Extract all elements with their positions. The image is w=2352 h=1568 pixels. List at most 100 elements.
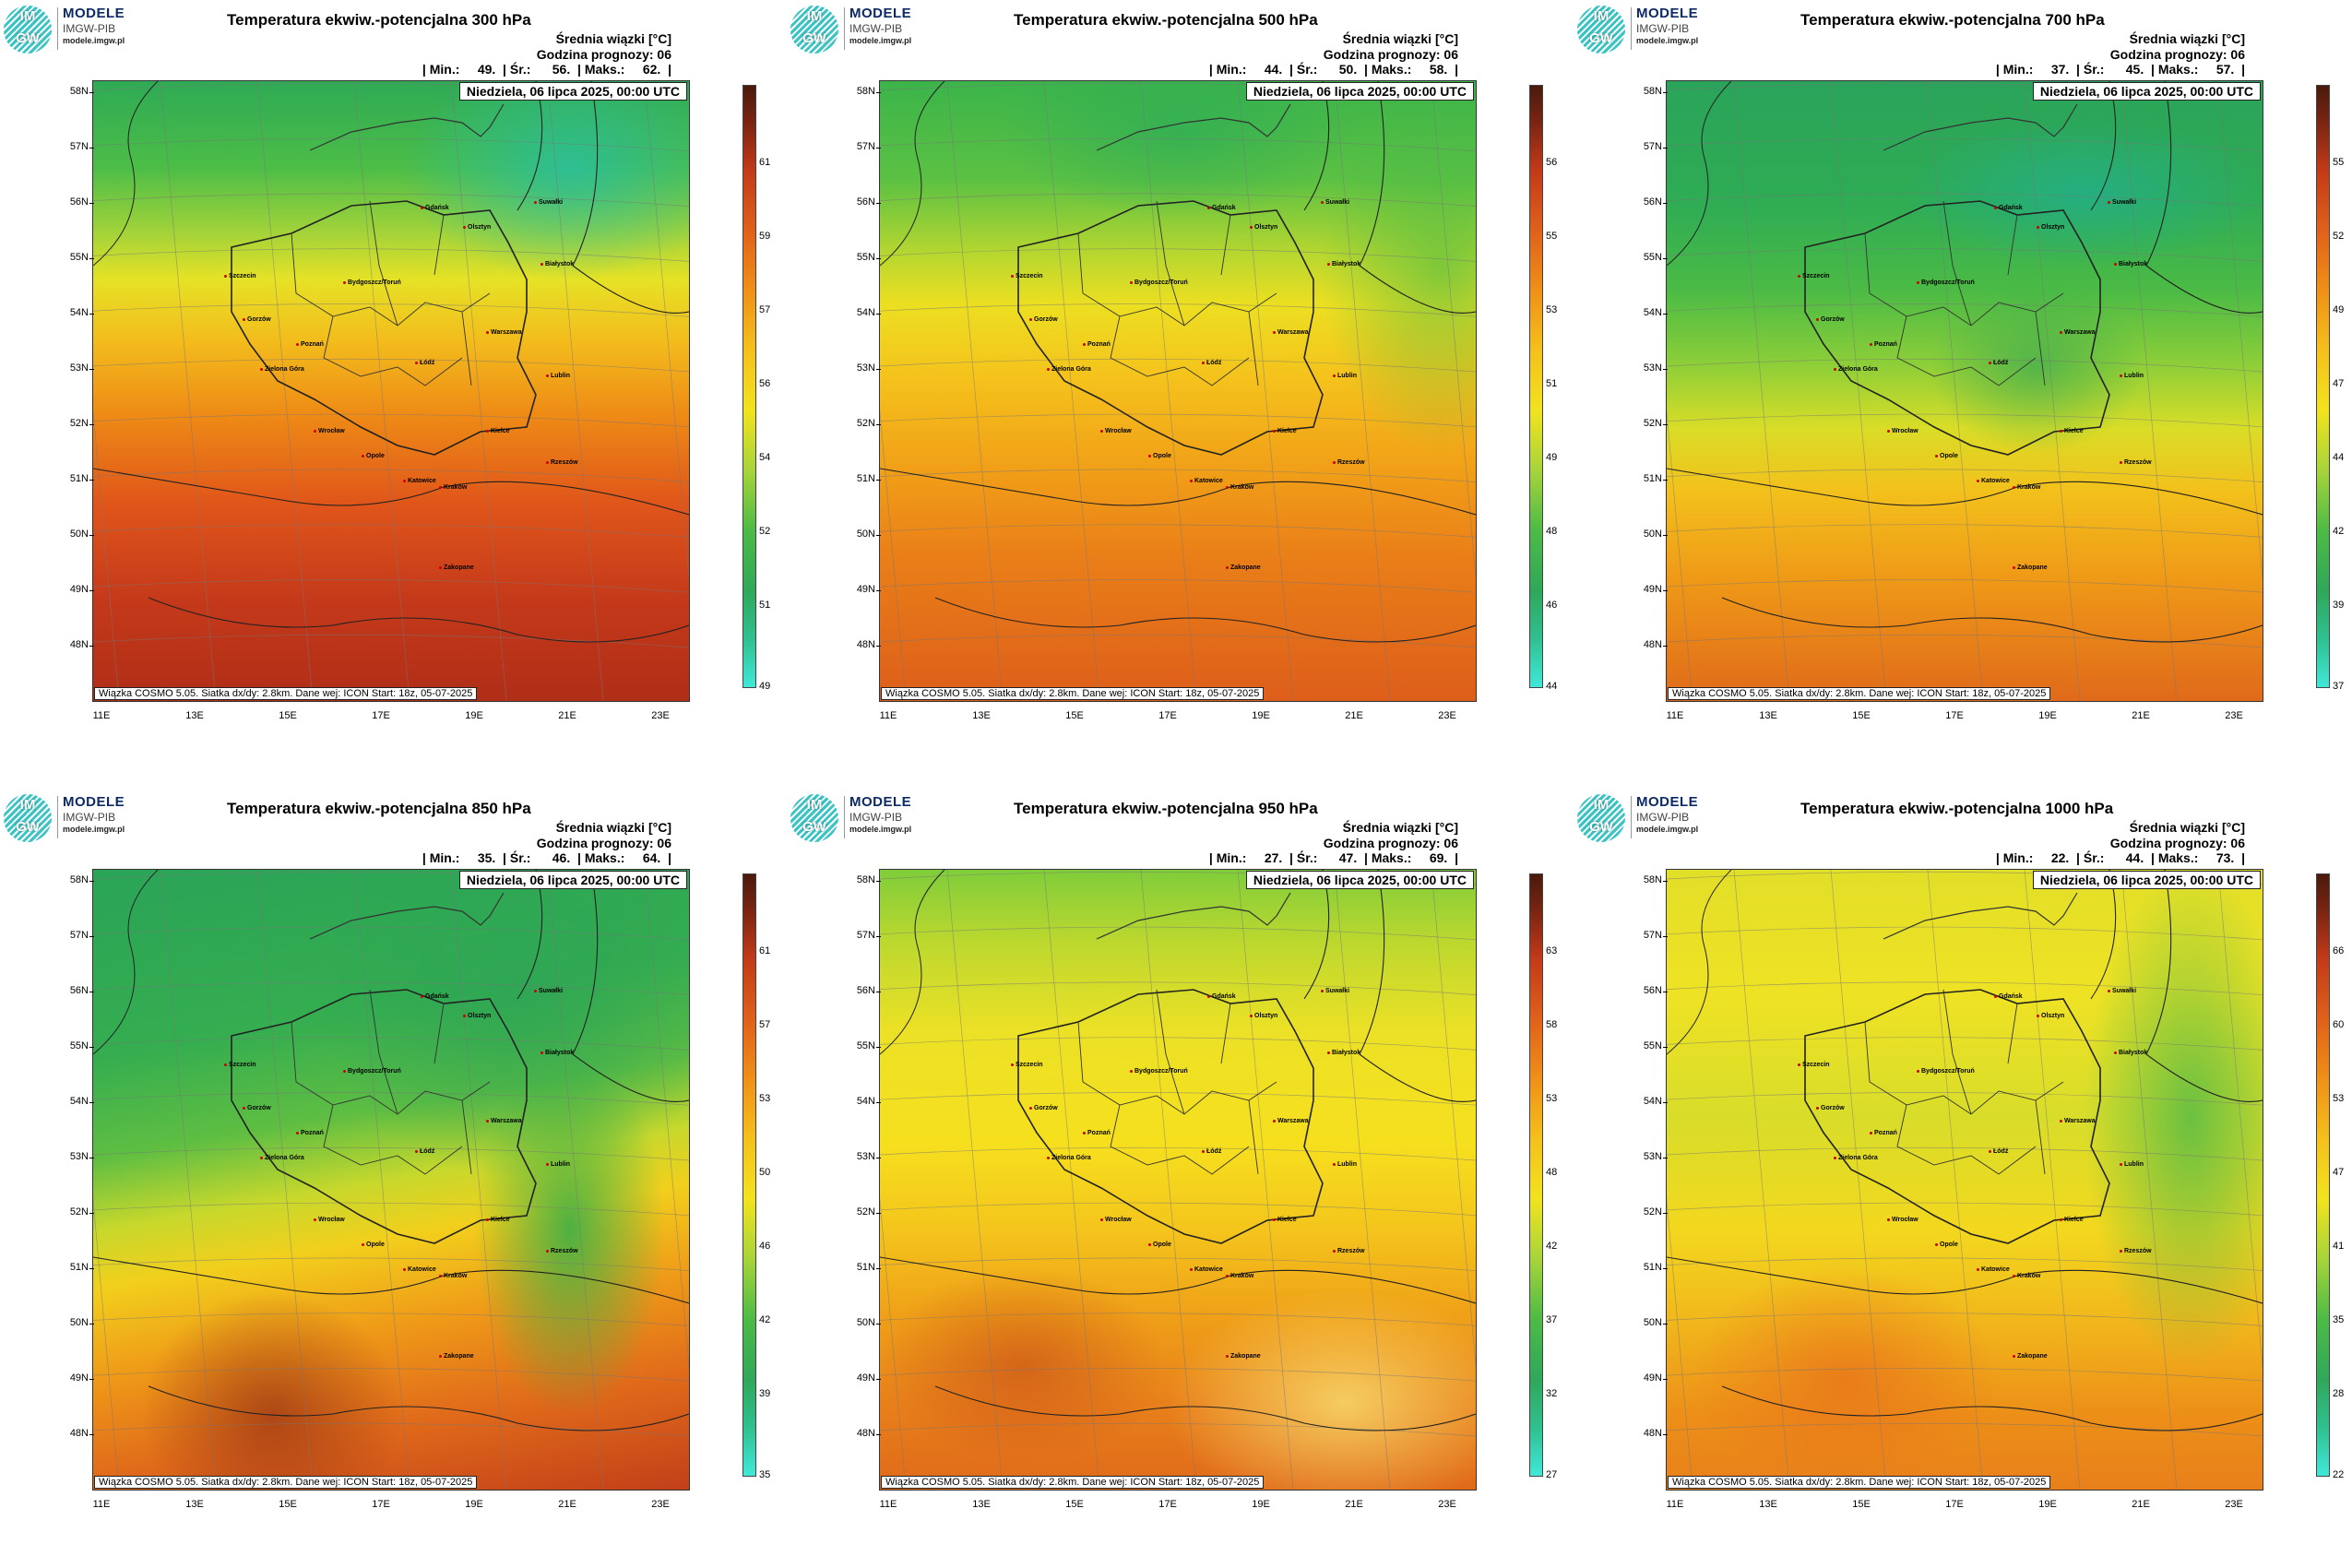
longitude-label: 19E (2038, 1499, 2057, 1510)
map-panel: IM GW MODELE IMGW-PIB modele.imgw.pl Temp… (787, 789, 1557, 1554)
city-label: Warszawa (486, 1118, 522, 1124)
city-label: Gdańsk (1207, 205, 1236, 211)
latitude-label: 48N (833, 639, 881, 650)
latitude-label: 52N (1620, 418, 1668, 429)
map-area[interactable]: Niedziela, 06 lipca 2025, 00:00 UTC Wiąz… (1666, 869, 2263, 1491)
city-label: Zielona Góra (260, 366, 304, 373)
city-label: Olsztyn (463, 224, 491, 231)
longitude-label: 21E (2132, 710, 2150, 721)
latitude-label: 50N (46, 529, 94, 540)
latitude-label: 54N (1620, 1096, 1668, 1107)
longitude-label: 13E (972, 710, 991, 721)
imgw-logo[interactable]: IM GW MODELE IMGW-PIB modele.imgw.pl (1577, 6, 1743, 53)
map-area[interactable]: Niedziela, 06 lipca 2025, 00:00 UTC Wiąz… (92, 869, 690, 1491)
map-area[interactable]: Niedziela, 06 lipca 2025, 00:00 UTC Wiąz… (879, 80, 1477, 702)
city-label: Szczecin (224, 273, 256, 279)
latitude-label: 49N (833, 1372, 881, 1384)
city-label: Lublin (2120, 1161, 2144, 1168)
colorbar-tick: 63 (1546, 945, 1558, 956)
longitude-label: 15E (1852, 1499, 1871, 1510)
colorbar-tick: 42 (759, 1314, 771, 1325)
city-label: Lublin (2120, 373, 2144, 379)
colorbar-tick: 47 (2333, 1167, 2345, 1178)
longitude-label: 23E (651, 1499, 670, 1510)
city-label: Olsztyn (2037, 1013, 2064, 1019)
map-panel: IM GW MODELE IMGW-PIB modele.imgw.pl Temp… (787, 0, 1557, 766)
latitude-label: 51N (1620, 473, 1668, 484)
longitude-label: 23E (1438, 710, 1456, 721)
city-label: Białystok (540, 1050, 574, 1056)
city-label: Opole (362, 453, 385, 459)
city-label: Rzeszów (1333, 1248, 1365, 1254)
imgw-logo[interactable]: IM GW MODELE IMGW-PIB modele.imgw.pl (790, 6, 956, 53)
latitude-label: 56N (833, 985, 881, 996)
latitude-label: 57N (1620, 930, 1668, 941)
latitude-label: 56N (1620, 985, 1668, 996)
latitude-label: 55N (1620, 1040, 1668, 1051)
model-info-box: Wiązka COSMO 5.05. Siatka dx/dy: 2.8km. … (1668, 1476, 2051, 1489)
latitude-label: 51N (46, 1262, 94, 1273)
colorbar-tick: 46 (759, 1241, 771, 1252)
imgw-logo[interactable]: IM GW MODELE IMGW-PIB modele.imgw.pl (4, 794, 170, 842)
city-label: Białystok (1327, 1050, 1360, 1056)
longitude-label: 19E (1252, 710, 1270, 721)
city-label: Gdańsk (421, 205, 449, 211)
latitude-label: 49N (1620, 584, 1668, 595)
map-area[interactable]: Niedziela, 06 lipca 2025, 00:00 UTC Wiąz… (1666, 80, 2263, 702)
colorbar-tick: 27 (1546, 1469, 1558, 1480)
longitude-label: 23E (2225, 710, 2243, 721)
stats-line: | Min.: 44. | Śr.: 50. | Maks.: 58. | (1208, 62, 1458, 77)
map-area[interactable]: Niedziela, 06 lipca 2025, 00:00 UTC Wiąz… (879, 869, 1477, 1491)
longitude-label: 15E (1065, 710, 1084, 721)
longitude-label: 17E (1945, 1499, 1964, 1510)
latitude-label: 49N (46, 1372, 94, 1384)
colorbar-tick: 53 (2333, 1093, 2345, 1104)
city-label: Zakopane (439, 564, 474, 571)
colorbar-tick: 28 (2333, 1388, 2345, 1399)
imgw-logo[interactable]: IM GW MODELE IMGW-PIB modele.imgw.pl (1577, 794, 1743, 842)
colorbar-tick: 52 (2333, 231, 2345, 242)
longitude-label: 23E (2225, 1499, 2243, 1510)
ensemble-mean-label: Średnia wiązki [°C] (1342, 31, 1458, 46)
longitude-label: 19E (465, 1499, 483, 1510)
city-label: Kraków (1226, 1273, 1253, 1279)
colorbar (1529, 873, 1543, 1477)
latitude-label: 54N (1620, 307, 1668, 318)
colorbar-tick: 54 (759, 452, 771, 463)
map-area[interactable]: Niedziela, 06 lipca 2025, 00:00 UTC Wiąz… (92, 80, 690, 702)
city-label: Łódź (1202, 1148, 1221, 1155)
longitude-label: 15E (279, 710, 297, 721)
city-label: Kielce (486, 1217, 510, 1223)
colorbar-tick: 42 (1546, 1241, 1558, 1252)
city-label: Warszawa (2060, 329, 2096, 336)
city-label: Bydgoszcz/Toruń (1917, 1068, 1975, 1075)
latitude-label: 55N (833, 1040, 881, 1051)
latitude-label: 57N (1620, 141, 1668, 152)
city-label: Lublin (1333, 1161, 1357, 1168)
latitude-label: 53N (833, 1151, 881, 1162)
logo-line1: MODELE (63, 794, 125, 810)
logo-url: modele.imgw.pl (63, 825, 125, 834)
colorbar-tick: 59 (759, 231, 771, 242)
city-label: Suwałki (534, 199, 563, 206)
logo-line2: IMGW-PIB (63, 811, 116, 824)
latitude-label: 53N (833, 362, 881, 374)
colorbar-tick: 57 (759, 1019, 771, 1030)
logo-url: modele.imgw.pl (1636, 825, 1699, 834)
longitude-label: 17E (372, 710, 390, 721)
city-label: Białystok (1327, 261, 1360, 267)
imgw-logo[interactable]: IM GW MODELE IMGW-PIB modele.imgw.pl (4, 6, 170, 53)
latitude-label: 50N (833, 1317, 881, 1328)
ensemble-mean-label: Średnia wiązki [°C] (555, 31, 671, 46)
colorbar-tick: 37 (2333, 681, 2345, 692)
imgw-logo[interactable]: IM GW MODELE IMGW-PIB modele.imgw.pl (790, 794, 956, 842)
city-label: Łódź (1989, 360, 2008, 366)
city-label: Zielona Góra (1047, 366, 1091, 373)
city-label: Rzeszów (1333, 459, 1365, 466)
logo-line1: MODELE (849, 794, 912, 810)
longitude-label: 15E (1065, 1499, 1084, 1510)
longitude-label: 21E (1345, 710, 1363, 721)
longitude-label: 15E (279, 1499, 297, 1510)
city-label: Rzeszów (546, 459, 578, 466)
city-label: Łódź (415, 360, 434, 366)
